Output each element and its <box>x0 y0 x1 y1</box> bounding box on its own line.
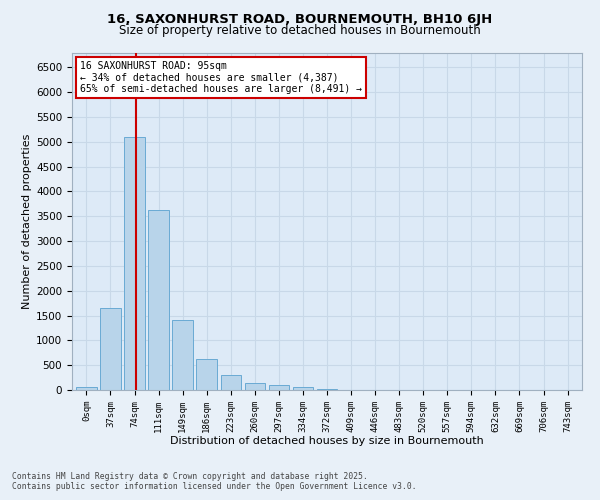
X-axis label: Distribution of detached houses by size in Bournemouth: Distribution of detached houses by size … <box>170 436 484 446</box>
Bar <box>293 387 313 390</box>
Bar <box>317 388 337 390</box>
Bar <box>196 359 217 390</box>
Bar <box>76 387 97 390</box>
Bar <box>100 308 121 390</box>
Bar <box>269 385 289 390</box>
Text: Size of property relative to detached houses in Bournemouth: Size of property relative to detached ho… <box>119 24 481 37</box>
Text: 16 SAXONHURST ROAD: 95sqm
← 34% of detached houses are smaller (4,387)
65% of se: 16 SAXONHURST ROAD: 95sqm ← 34% of detac… <box>80 61 362 94</box>
Y-axis label: Number of detached properties: Number of detached properties <box>22 134 32 309</box>
Bar <box>221 374 241 390</box>
Bar <box>245 382 265 390</box>
Bar <box>172 320 193 390</box>
Bar <box>148 210 169 390</box>
Text: Contains HM Land Registry data © Crown copyright and database right 2025.
Contai: Contains HM Land Registry data © Crown c… <box>12 472 416 491</box>
Text: 16, SAXONHURST ROAD, BOURNEMOUTH, BH10 6JH: 16, SAXONHURST ROAD, BOURNEMOUTH, BH10 6… <box>107 12 493 26</box>
Bar <box>124 137 145 390</box>
